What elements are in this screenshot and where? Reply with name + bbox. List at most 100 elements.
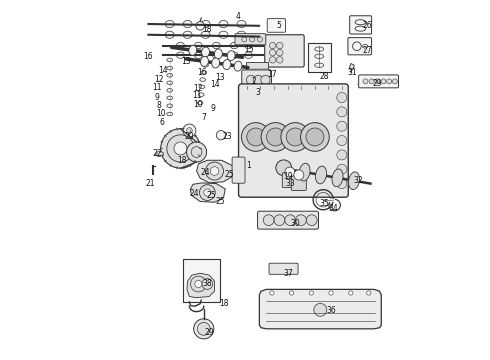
Ellipse shape xyxy=(212,52,220,58)
Circle shape xyxy=(281,123,310,151)
Circle shape xyxy=(349,291,353,295)
Circle shape xyxy=(261,123,290,151)
Ellipse shape xyxy=(299,163,310,181)
FancyBboxPatch shape xyxy=(232,157,245,183)
Text: 18: 18 xyxy=(219,299,228,308)
Circle shape xyxy=(197,322,210,335)
Circle shape xyxy=(381,79,386,84)
Ellipse shape xyxy=(167,58,172,62)
Circle shape xyxy=(295,215,306,226)
Circle shape xyxy=(263,215,274,226)
Circle shape xyxy=(274,215,285,226)
Text: 25: 25 xyxy=(206,190,216,199)
Polygon shape xyxy=(187,273,215,298)
Text: 29: 29 xyxy=(204,328,214,337)
Text: 30: 30 xyxy=(291,219,300,228)
Ellipse shape xyxy=(201,71,207,74)
Circle shape xyxy=(314,303,327,316)
Circle shape xyxy=(187,128,192,134)
Circle shape xyxy=(286,128,304,146)
Ellipse shape xyxy=(167,81,172,85)
Circle shape xyxy=(363,79,368,84)
Text: 27: 27 xyxy=(362,46,372,55)
Text: 5: 5 xyxy=(277,21,282,30)
Polygon shape xyxy=(191,183,225,202)
Circle shape xyxy=(258,37,263,42)
Text: 3: 3 xyxy=(255,87,260,96)
Circle shape xyxy=(250,37,255,42)
Text: 11: 11 xyxy=(192,91,201,100)
Circle shape xyxy=(337,164,347,174)
FancyBboxPatch shape xyxy=(235,34,266,45)
Text: 25: 25 xyxy=(224,170,234,179)
Circle shape xyxy=(247,128,265,146)
Text: 7: 7 xyxy=(201,113,206,122)
Circle shape xyxy=(290,291,294,295)
Text: 12: 12 xyxy=(194,84,203,93)
Text: 17: 17 xyxy=(267,70,277,79)
Ellipse shape xyxy=(201,31,210,39)
Circle shape xyxy=(191,276,206,292)
Circle shape xyxy=(329,291,333,295)
Circle shape xyxy=(205,162,223,180)
Text: 15: 15 xyxy=(244,45,253,54)
Circle shape xyxy=(392,79,397,84)
Circle shape xyxy=(199,185,215,201)
Text: 6: 6 xyxy=(159,118,164,127)
Ellipse shape xyxy=(183,21,192,28)
Ellipse shape xyxy=(223,59,231,69)
Polygon shape xyxy=(155,151,163,157)
FancyBboxPatch shape xyxy=(308,42,331,72)
Ellipse shape xyxy=(183,31,192,39)
Circle shape xyxy=(167,135,194,162)
Circle shape xyxy=(270,291,274,295)
Text: 18: 18 xyxy=(177,156,187,165)
Circle shape xyxy=(191,147,202,157)
Circle shape xyxy=(337,121,347,131)
Circle shape xyxy=(285,167,295,177)
Text: 24: 24 xyxy=(201,168,210,177)
Circle shape xyxy=(261,75,270,85)
Circle shape xyxy=(300,123,329,151)
Ellipse shape xyxy=(200,78,205,81)
Text: 32: 32 xyxy=(353,176,363,185)
Circle shape xyxy=(276,42,283,49)
Text: 35: 35 xyxy=(319,199,329,208)
Polygon shape xyxy=(349,63,354,70)
Text: 22: 22 xyxy=(152,149,162,158)
Circle shape xyxy=(183,124,196,137)
Text: 16: 16 xyxy=(197,68,207,77)
Circle shape xyxy=(242,37,247,42)
Text: 9: 9 xyxy=(210,104,215,113)
Circle shape xyxy=(337,135,347,145)
FancyBboxPatch shape xyxy=(242,70,271,90)
Ellipse shape xyxy=(176,52,184,58)
Circle shape xyxy=(285,215,295,226)
FancyBboxPatch shape xyxy=(245,62,268,72)
Circle shape xyxy=(204,189,211,196)
Ellipse shape xyxy=(316,166,326,184)
Circle shape xyxy=(369,79,374,84)
Ellipse shape xyxy=(212,58,220,68)
Text: 8: 8 xyxy=(157,101,161,110)
Text: 20: 20 xyxy=(185,132,194,141)
Text: 36: 36 xyxy=(326,306,336,315)
Text: 2: 2 xyxy=(251,77,256,86)
Text: 26: 26 xyxy=(362,21,372,30)
Ellipse shape xyxy=(230,42,238,49)
FancyBboxPatch shape xyxy=(359,75,398,88)
Circle shape xyxy=(337,150,347,160)
Circle shape xyxy=(242,123,270,151)
Circle shape xyxy=(306,215,317,226)
Circle shape xyxy=(276,57,283,63)
Circle shape xyxy=(254,75,263,85)
Ellipse shape xyxy=(219,21,228,28)
Ellipse shape xyxy=(195,42,202,49)
Ellipse shape xyxy=(332,169,343,187)
Circle shape xyxy=(375,79,380,84)
Ellipse shape xyxy=(197,101,203,105)
Circle shape xyxy=(194,319,214,339)
FancyBboxPatch shape xyxy=(348,38,371,55)
Text: 14: 14 xyxy=(158,66,167,75)
Ellipse shape xyxy=(245,52,252,58)
